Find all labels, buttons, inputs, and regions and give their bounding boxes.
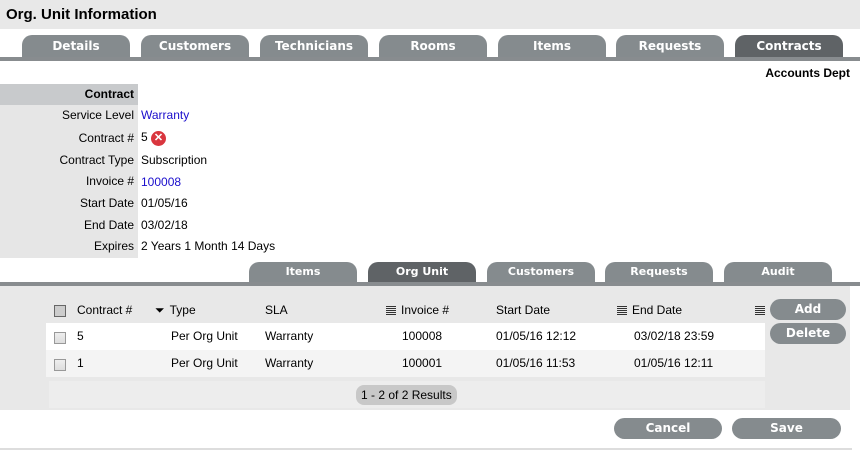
select-all-checkbox[interactable] (54, 305, 66, 317)
remove-contract-icon[interactable]: ✕ (151, 131, 166, 146)
tab-items[interactable]: Items (498, 35, 606, 57)
subtab-audit[interactable]: Audit (724, 262, 832, 282)
org-unit-name: Accounts Dept (765, 66, 850, 80)
cell-end-date: 03/02/18 23:59 (634, 329, 715, 343)
start-date-value: 01/05/16 (141, 196, 188, 210)
tab-requests[interactable]: Requests (616, 35, 724, 57)
col-end-date[interactable]: End Date (617, 297, 682, 323)
cell-start-date: 01/05/16 11:53 (496, 356, 576, 370)
page-title: Org. Unit Information (0, 0, 860, 29)
tab-technicians[interactable]: Technicians (260, 35, 368, 57)
col-contract-number[interactable]: Contract # (77, 303, 133, 317)
subtab-org-unit[interactable]: Org Unit (368, 262, 476, 282)
section-header: Contract (0, 84, 138, 105)
cell-invoice: 100001 (402, 356, 443, 370)
row-checkbox[interactable] (54, 359, 66, 371)
pagination-summary: 1 - 2 of 2 Results (356, 385, 457, 405)
col-end-date-label: End Date (632, 303, 683, 317)
contract-type-value: Subscription (141, 153, 208, 167)
expires-value: 2 Years 1 Month 14 Days (141, 239, 276, 253)
col-type-label: Type (169, 303, 196, 317)
tab-bar (0, 57, 860, 61)
service-level-label: Service Level (0, 105, 138, 126)
subtab-requests[interactable]: Requests (605, 262, 713, 282)
save-button[interactable]: Save (732, 418, 841, 439)
table-row[interactable]: 1 Per Org Unit Warranty 100001 01/05/16 … (46, 350, 765, 377)
contract-number-label: Contract # (0, 126, 138, 150)
add-button[interactable]: Add (770, 299, 846, 320)
filter-icon[interactable]: ⏷ (155, 303, 165, 317)
tab-contracts[interactable]: Contracts (735, 35, 843, 57)
cell-type: Per Org Unit (171, 356, 238, 370)
contract-number-value: 5 (141, 130, 148, 144)
cell-type: Per Org Unit (171, 329, 238, 343)
subtab-customers[interactable]: Customers (487, 262, 595, 282)
cell-contract-number: 5 (77, 329, 84, 343)
column-menu-icon[interactable] (755, 306, 765, 315)
cell-start-date: 01/05/16 12:12 (496, 329, 577, 343)
column-menu-icon[interactable] (617, 306, 627, 316)
cell-invoice: 100008 (402, 329, 443, 343)
end-date-label: End Date (0, 215, 138, 236)
cell-contract-number: 1 (77, 356, 84, 370)
col-invoice-label: Invoice # (401, 303, 450, 317)
tab-rooms[interactable]: Rooms (379, 35, 487, 57)
table-footer: 1 - 2 of 2 Results (49, 381, 765, 408)
subtab-items[interactable]: Items (249, 262, 357, 282)
tab-customers[interactable]: Customers (141, 35, 249, 57)
table-row[interactable]: 5 Per Org Unit Warranty 100008 01/05/16 … (46, 323, 765, 350)
col-start-date[interactable]: Start Date (496, 303, 551, 317)
expires-label: Expires (0, 236, 138, 258)
row-checkbox[interactable] (54, 332, 66, 344)
col-invoice[interactable]: Invoice # (386, 297, 449, 323)
subtab-bar (0, 282, 860, 286)
contract-type-label: Contract Type (0, 150, 138, 171)
bottom-divider (0, 448, 852, 450)
column-menu-icon[interactable] (386, 306, 396, 316)
cancel-button[interactable]: Cancel (614, 418, 722, 439)
invoice-label: Invoice # (0, 171, 138, 193)
cell-sla: Warranty (265, 356, 314, 370)
delete-button[interactable]: Delete (770, 323, 846, 344)
tab-details[interactable]: Details (22, 35, 130, 57)
start-date-label: Start Date (0, 193, 138, 215)
service-level-link[interactable]: Warranty (141, 108, 190, 122)
end-date-value: 03/02/18 (141, 218, 188, 232)
invoice-link[interactable]: 100008 (141, 175, 182, 189)
col-type[interactable]: ⏷ Type (155, 297, 196, 323)
cell-sla: Warranty (265, 329, 314, 343)
col-sla[interactable]: SLA (265, 303, 288, 317)
cell-end-date: 01/05/16 12:11 (634, 356, 714, 370)
